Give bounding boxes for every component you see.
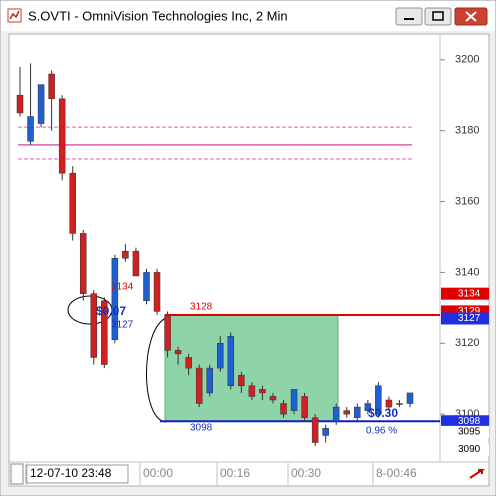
annotation: 3127	[111, 320, 134, 331]
annotation: 3098	[190, 423, 213, 434]
candle-body	[396, 403, 403, 405]
candle-body	[27, 116, 34, 142]
annotation: $0.07	[96, 304, 126, 318]
annotation: 3134	[111, 282, 134, 293]
price-tag-label: 3095	[458, 427, 481, 438]
corner-arrow[interactable]	[469, 469, 486, 479]
candle-body	[385, 399, 393, 408]
candle-body	[101, 300, 108, 365]
candle-body	[122, 250, 129, 259]
candle-body	[111, 257, 119, 340]
candle-body	[227, 335, 235, 387]
candle-body	[248, 385, 256, 397]
price-tag	[441, 425, 489, 438]
candle-body	[311, 417, 319, 443]
profit-zone	[164, 314, 339, 422]
candle-body	[290, 389, 298, 411]
candle-body	[143, 272, 150, 302]
candle-body	[364, 403, 372, 411]
candle-body	[58, 98, 66, 174]
candle-body	[332, 406, 340, 422]
candle-body	[153, 272, 161, 312]
x-tick-label: 00:00	[143, 466, 173, 480]
minimize-button[interactable]	[395, 7, 423, 26]
price-tag-label: 3134	[458, 288, 481, 299]
annotation: $0.30	[368, 406, 398, 420]
candle-body	[16, 94, 24, 114]
candle-body	[301, 396, 308, 418]
candle-body	[269, 396, 277, 401]
maximize-glyph	[432, 11, 444, 21]
x-tick-label: 00:16	[220, 466, 250, 480]
x-tick-label: 8-00:46	[376, 466, 417, 480]
y-tick-label: 3180	[455, 125, 479, 137]
candle-body	[195, 367, 203, 404]
price-tag-label: 3127	[458, 313, 481, 324]
price-tag-label: 3090	[458, 444, 481, 455]
candle-body	[206, 367, 213, 394]
close-glyph	[465, 11, 477, 22]
candle-body	[343, 410, 351, 415]
candle-body	[217, 343, 224, 369]
candle-body	[164, 314, 171, 351]
app-icon-glyph	[9, 10, 20, 20]
price-tag	[441, 312, 489, 325]
price-tag	[441, 443, 489, 456]
price-tag-label: 3129	[458, 306, 481, 317]
candle-body	[406, 392, 414, 404]
candle-body	[79, 233, 87, 294]
candle-body	[174, 350, 182, 355]
candle-body	[238, 374, 245, 387]
candle-body	[69, 172, 76, 234]
candle-body	[322, 428, 329, 436]
maximize-button[interactable]	[424, 7, 452, 26]
candle-body	[48, 73, 55, 100]
x-tick-label: 00:30	[291, 466, 321, 480]
candle-body	[375, 385, 382, 415]
x-tick-label: 12-07-10 23:48	[30, 466, 112, 480]
scroll-box[interactable]	[10, 463, 24, 485]
candle-body	[259, 389, 266, 394]
highlight-arc	[146, 317, 167, 423]
candle-body	[185, 357, 192, 369]
window-title: S.OVTI - OmniVision Technologies Inc, 2 …	[28, 8, 288, 23]
candle-body	[90, 293, 98, 358]
candle-body	[37, 84, 45, 124]
price-tag	[441, 287, 489, 300]
y-tick-label: 3200	[455, 54, 479, 66]
price-tag	[441, 415, 489, 428]
annotation: 0.96 %	[366, 426, 397, 437]
y-tick-label: 3120	[455, 337, 479, 349]
annotation: 3128	[190, 302, 213, 313]
candle-body	[280, 403, 287, 415]
x-label-box	[25, 464, 129, 484]
price-tag-label: 3098	[458, 416, 481, 427]
candle-body	[354, 406, 361, 418]
y-tick-label: 3160	[455, 195, 479, 207]
y-tick-label: 3140	[455, 266, 479, 278]
candle-body	[132, 250, 140, 277]
